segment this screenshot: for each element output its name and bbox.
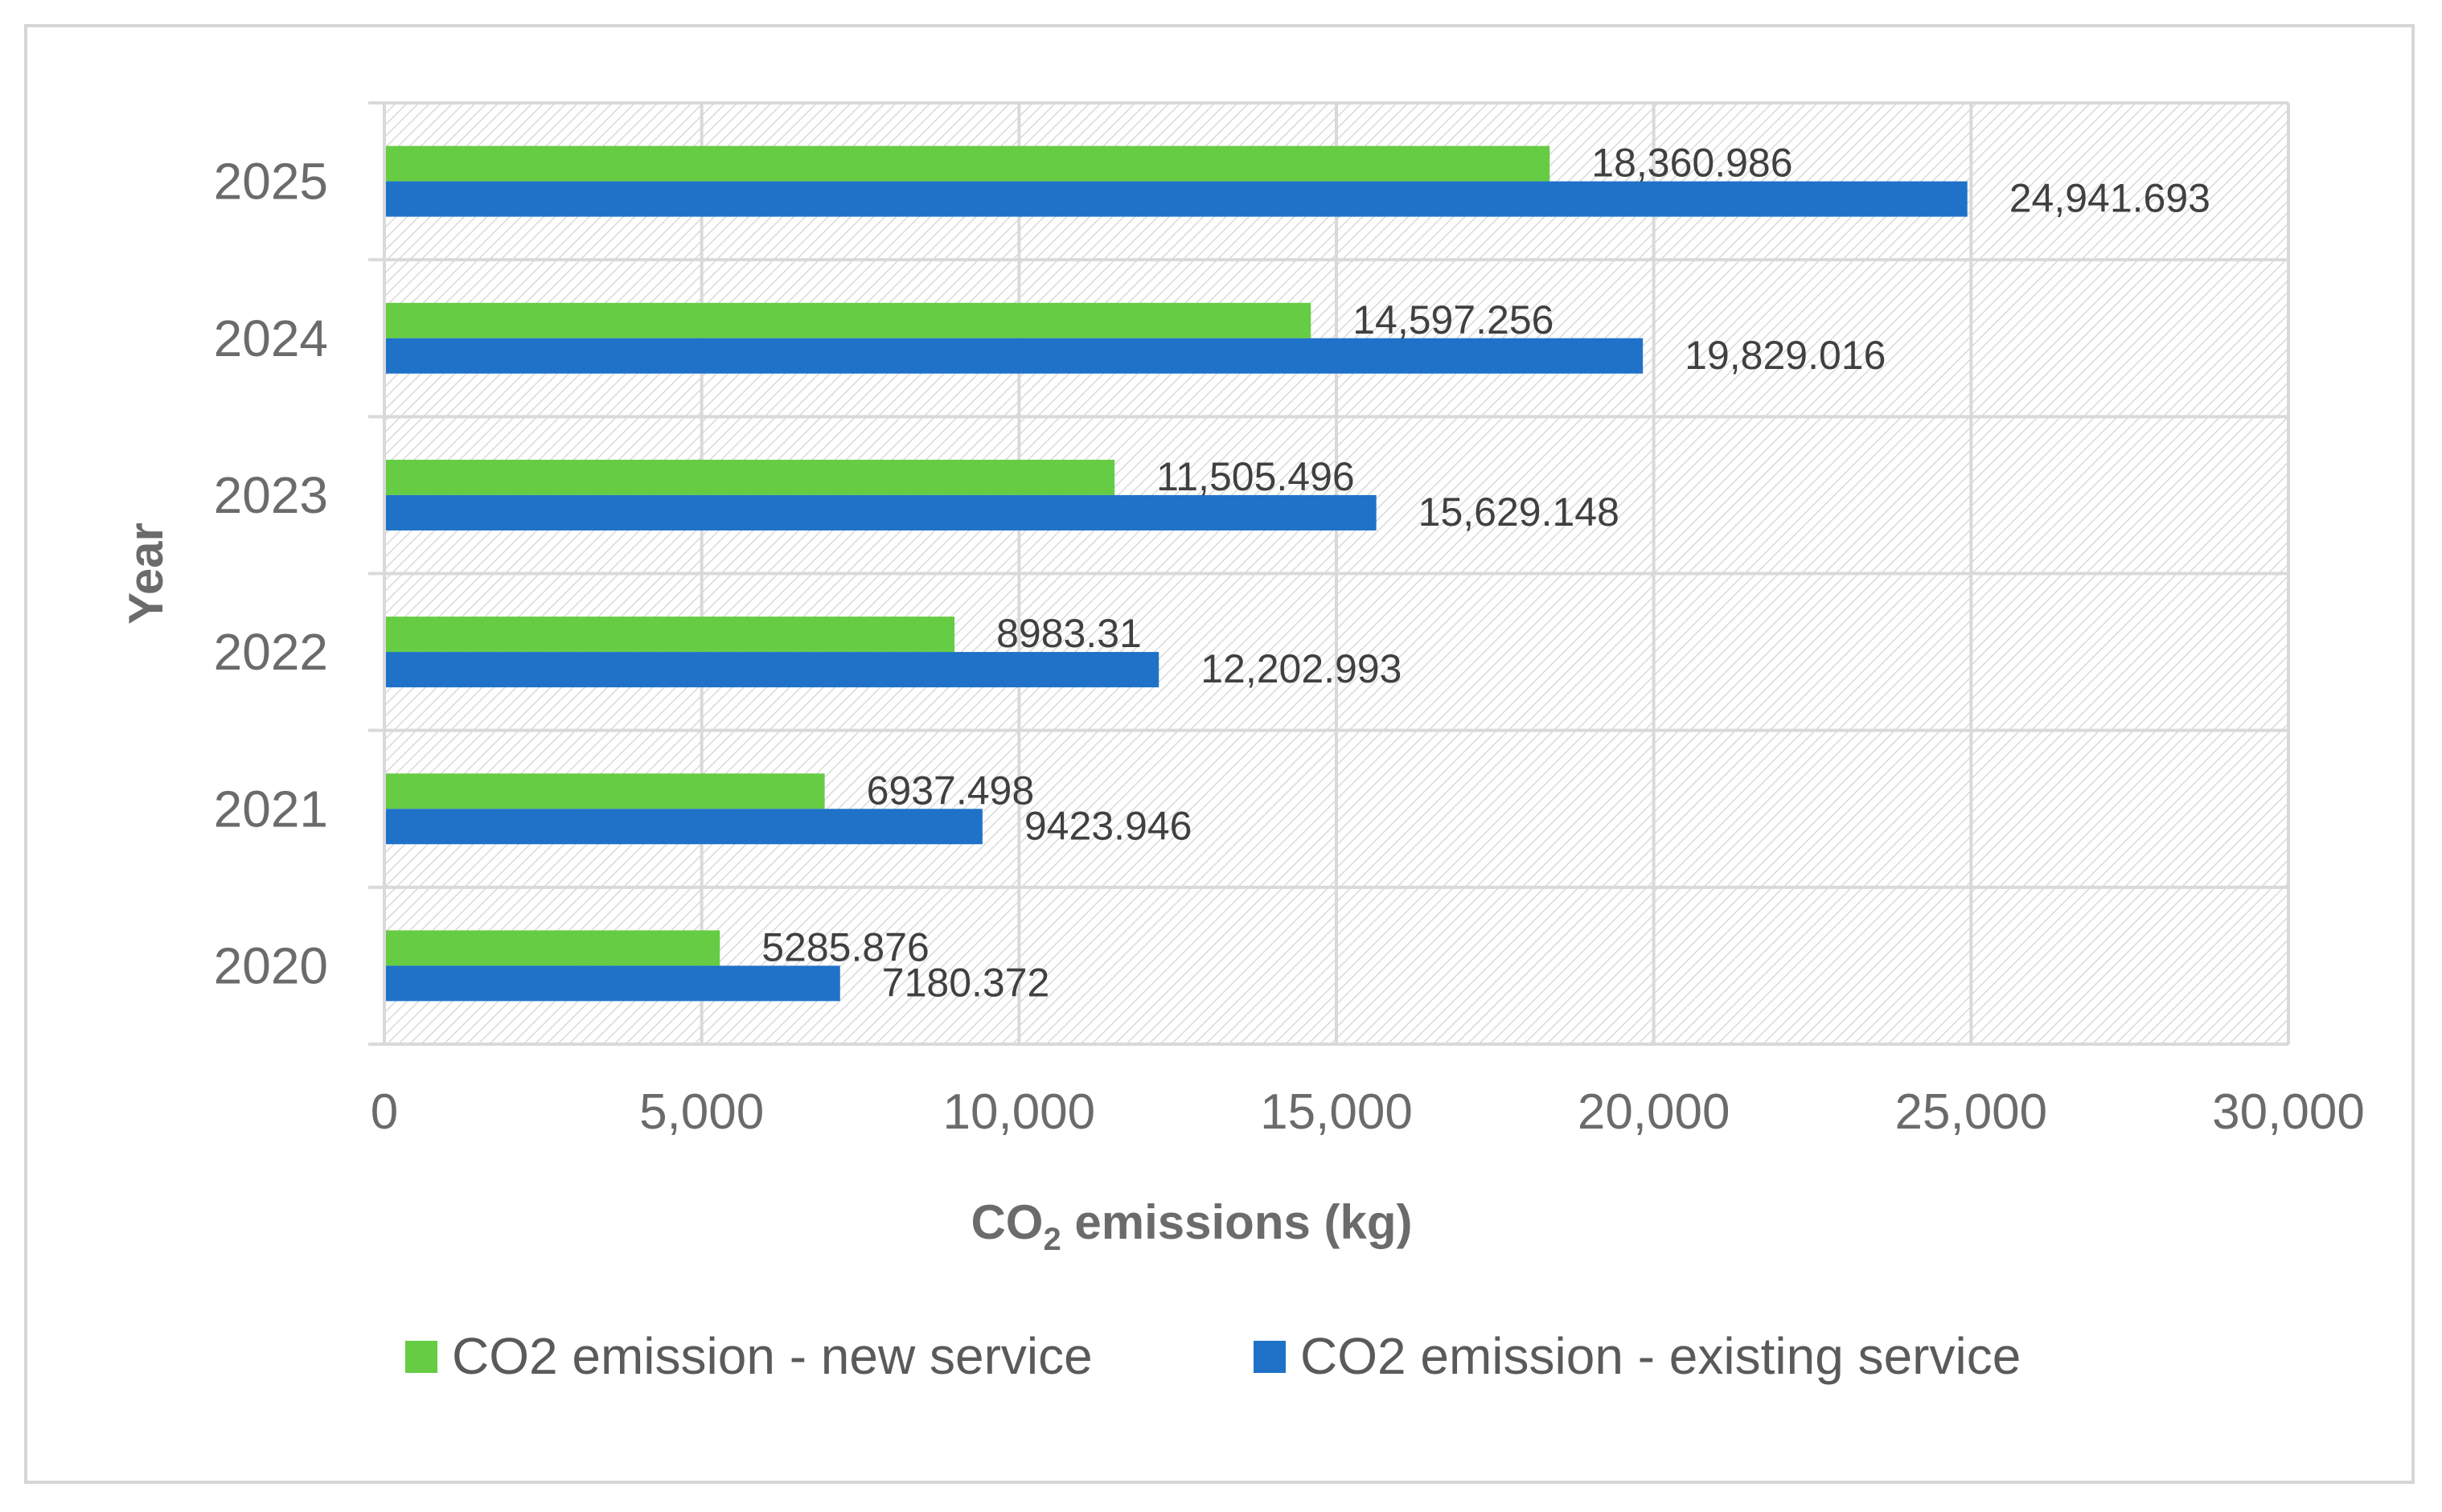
data-label-new-service: 14,597.256: [1352, 297, 1553, 342]
data-label-existing-service: 24,941.693: [2009, 176, 2210, 221]
x-tick-label: 10,000: [943, 1084, 1096, 1140]
data-label-existing-service: 7180.372: [882, 960, 1050, 1005]
y-tick-label: 2020: [214, 936, 328, 994]
legend-label-existing-service: CO2 emission - existing service: [1300, 1327, 2021, 1385]
x-tick-label: 0: [371, 1084, 398, 1140]
bar-new-service: [386, 773, 825, 809]
legend-label-new-service: CO2 emission - new service: [452, 1327, 1093, 1385]
x-tick-label: 5,000: [639, 1084, 764, 1140]
y-tick-label: 2025: [214, 153, 328, 211]
bar-existing-service: [386, 809, 983, 845]
data-label-existing-service: 19,829.016: [1685, 333, 1886, 378]
data-label-new-service: 8983.31: [996, 611, 1142, 656]
y-tick-label: 2024: [214, 309, 328, 367]
bar-existing-service: [386, 965, 840, 1002]
bar-new-service: [386, 459, 1115, 495]
bar-existing-service: [386, 338, 1644, 374]
data-label-new-service: 5285.876: [761, 924, 930, 969]
y-tick-label: 2022: [214, 623, 328, 681]
data-label-existing-service: 9423.946: [1024, 803, 1192, 848]
legend-swatch-new-service: [405, 1341, 437, 1373]
data-label-new-service: 18,360.986: [1591, 141, 1792, 186]
y-tick-label: 2023: [214, 466, 328, 524]
data-label-new-service: 11,505.496: [1156, 454, 1355, 499]
data-label-existing-service: 12,202.993: [1200, 646, 1402, 691]
bar-new-service: [386, 145, 1550, 182]
x-axis-title: CO2 emissions (kg): [971, 1195, 1412, 1257]
bar-existing-service: [386, 494, 1377, 531]
y-axis-title: Year: [119, 522, 173, 625]
bar-new-service: [386, 617, 955, 653]
x-tick-label: 30,000: [2212, 1084, 2365, 1140]
x-tick-label: 20,000: [1578, 1084, 1730, 1140]
y-tick-label: 2021: [214, 780, 328, 838]
bar-existing-service: [386, 181, 1968, 217]
x-tick-label: 15,000: [1260, 1084, 1413, 1140]
bar-new-service: [386, 930, 720, 966]
bar-new-service: [386, 302, 1311, 338]
bar-existing-service: [386, 652, 1159, 688]
data-label-existing-service: 15,629.148: [1418, 490, 1619, 535]
x-tick-label: 25,000: [1895, 1084, 2048, 1140]
legend: CO2 emission - new service CO2 emission …: [405, 1327, 2021, 1385]
chart-frame: 5285.876 7180.372 6937.498 9423.946 8983.31 1…: [24, 24, 2415, 1484]
data-label-new-service: 6937.498: [867, 768, 1035, 813]
legend-swatch-existing-service: [1254, 1341, 1286, 1373]
